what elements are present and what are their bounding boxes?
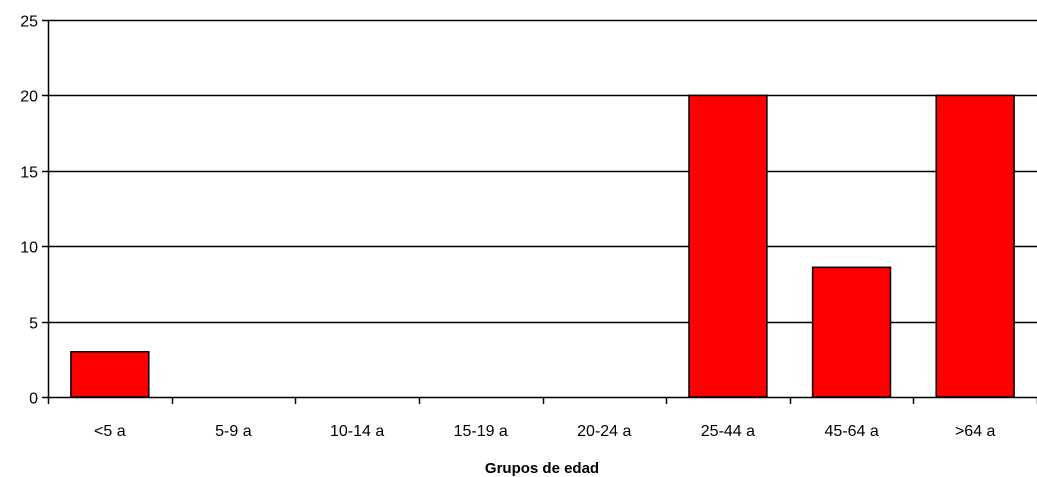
bar-6	[811, 266, 892, 398]
bar-0	[70, 351, 150, 398]
axes	[47, 20, 1037, 404]
x-axis-title: Grupos de edad	[485, 460, 599, 477]
x-tick-label: 15-19 a	[454, 423, 508, 440]
x-tick-label: >64 a	[955, 423, 996, 440]
x-tick-label: <5 a	[94, 423, 126, 440]
x-tick-label: 10-14 a	[330, 423, 384, 440]
y-tick-label: 5	[29, 316, 38, 333]
y-tick-label: 20	[20, 89, 38, 106]
y-tick-labels: 0 5 10 15 20 25	[20, 14, 38, 408]
bar-5	[688, 94, 768, 398]
y-tick-label: 0	[29, 391, 38, 408]
bars	[70, 94, 1015, 398]
y-tick-label: 25	[20, 14, 38, 31]
x-tick-labels: <5 a 5-9 a 10-14 a 15-19 a 20-24 a 25-44 a 45-…	[94, 423, 996, 440]
x-tick-label: 45-64 a	[824, 423, 878, 440]
x-tick-label: 20-24 a	[577, 423, 631, 440]
x-tick-label: 5-9 a	[215, 423, 252, 440]
y-tick-label: 10	[20, 240, 38, 257]
y-tick-label: 15	[20, 165, 38, 182]
bar-7	[935, 94, 1015, 398]
x-tick-label: 25-44 a	[701, 423, 755, 440]
gridlines	[42, 19, 1037, 399]
